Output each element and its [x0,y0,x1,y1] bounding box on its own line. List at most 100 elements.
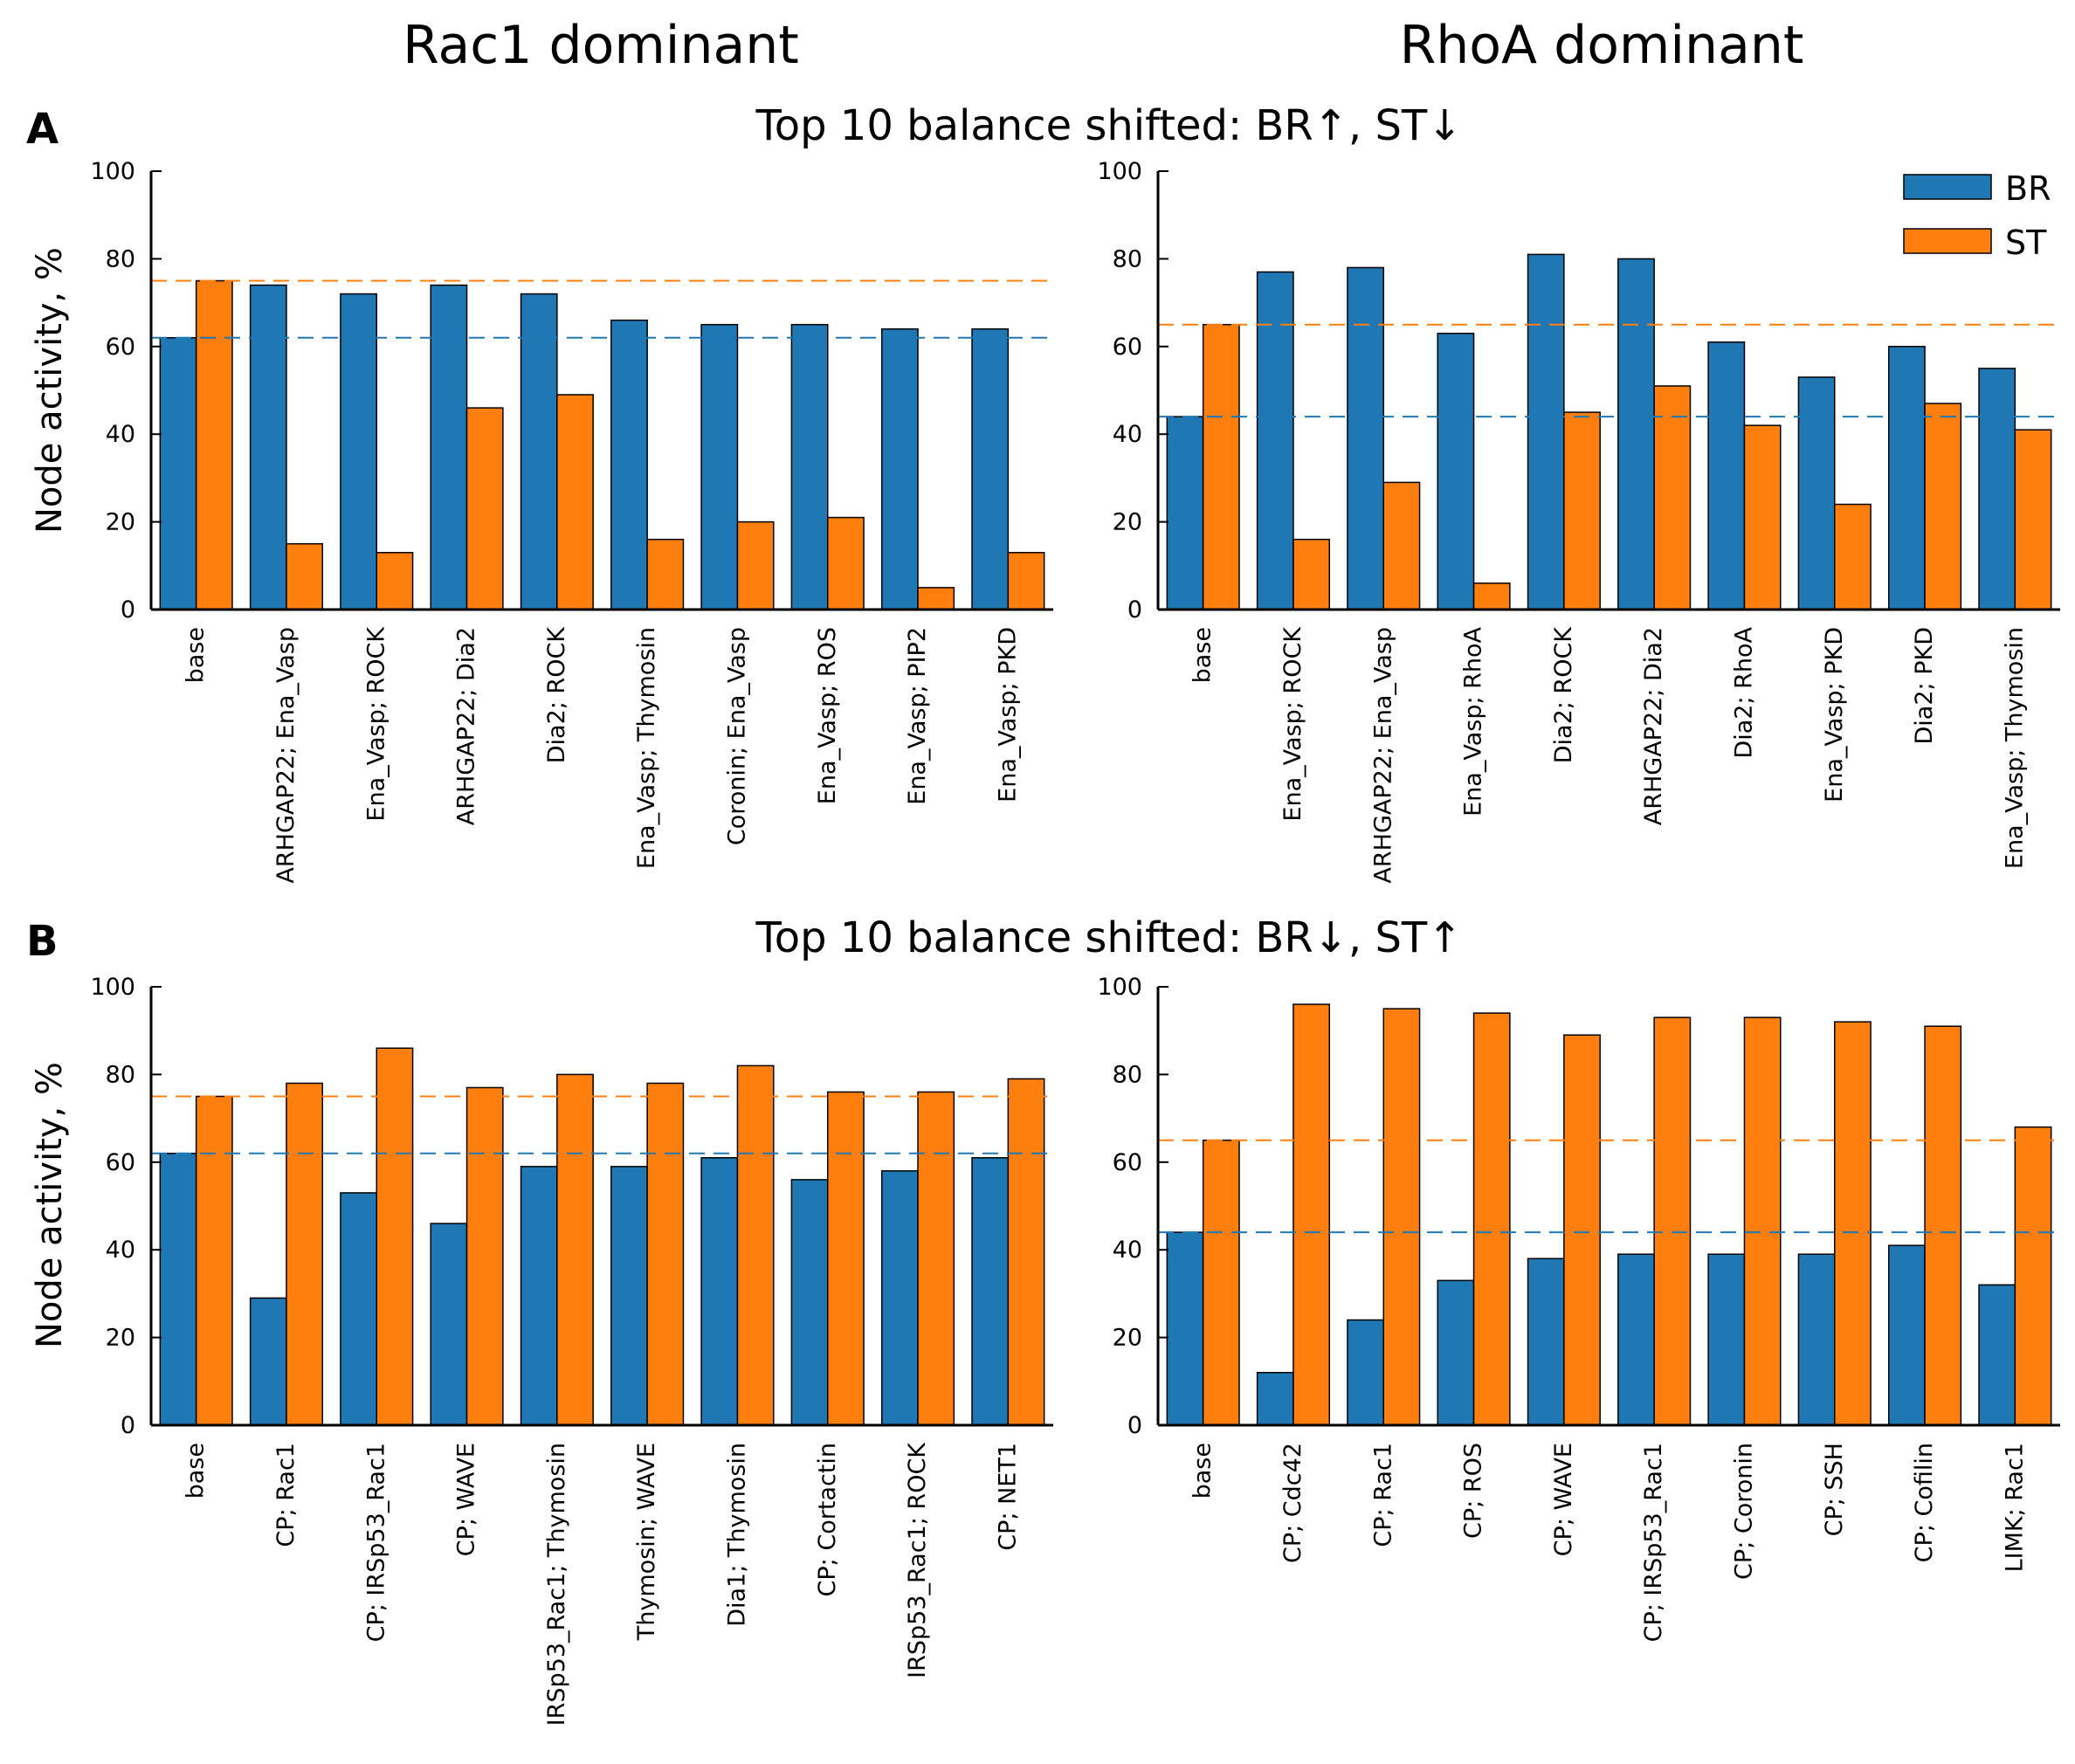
ytick-label-a-rhoa-80: 80 [1113,245,1142,272]
bar-a-rac1-br-8 [880,327,919,610]
xtick-label-b-rhoa-7: CP; SSH [1821,1443,1848,1536]
xtick-label-b-rhoa-2: CP; Rac1 [1369,1443,1396,1547]
bar-b-rhoa-br-8 [1887,1244,1926,1426]
ytick-label-a-rhoa-40: 40 [1113,421,1142,448]
bar-b-rhoa-br-7 [1797,1253,1836,1426]
bar-b-rhoa-br-0 [1166,1231,1204,1426]
bar-a-rac1-st-1 [286,542,324,610]
xtick-label-a-rhoa-1: Ena_Vasp; ROCK [1279,626,1306,822]
xtick-label-b-rac1-6: Dia1; Thymosin [723,1443,750,1627]
ytick-label-b-rac1-100: 100 [90,974,135,1001]
bar-b-rac1-br-7 [790,1179,829,1426]
xtick-label-b-rhoa-4: CP; WAVE [1550,1443,1577,1556]
xtick-label-a-rac1-8: Ena_Vasp; PIP2 [904,627,931,805]
bar-a-rac1-st-0 [195,279,233,610]
ytick-label-b-rac1-0: 0 [121,1412,135,1439]
xtick-label-b-rhoa-0: base [1189,1443,1217,1499]
ytick-label-a-rac1-100: 100 [90,158,135,185]
legend-label-br: BR [2005,169,2051,208]
xtick-label-b-rac1-8: IRSp53_Rac1; ROCK [904,1442,931,1678]
bar-b-rhoa-st-7 [1834,1021,1872,1426]
y-axis-label-a: Node activity, % [30,247,70,534]
bar-a-rhoa-st-0 [1202,323,1240,610]
bar-b-rac1-br-3 [430,1223,468,1426]
xtick-label-b-rac1-2: CP; IRSp53_Rac1 [362,1443,389,1642]
bar-a-rac1-st-8 [917,587,955,610]
ytick-label-b-rhoa-0: 0 [1127,1412,1142,1439]
ytick-label-b-rhoa-100: 100 [1097,974,1142,1001]
bar-a-rac1-br-2 [340,293,377,610]
xtick-label-a-rhoa-7: Ena_Vasp; PKD [1821,627,1848,803]
bar-b-rac1-br-5 [610,1166,648,1426]
panel-label-b: B [26,917,59,966]
bar-b-rhoa-st-1 [1293,1003,1331,1426]
bar-a-rac1-br-3 [430,284,468,610]
xtick-label-b-rac1-0: base [183,1443,210,1499]
bar-a-rhoa-br-0 [1166,416,1204,610]
bar-a-rhoa-st-3 [1472,582,1511,610]
bar-a-rac1-br-0 [159,337,197,610]
ytick-label-a-rac1-80: 80 [106,245,135,272]
bar-a-rhoa-st-4 [1563,411,1601,610]
bar-b-rhoa-br-4 [1527,1258,1565,1426]
xtick-label-a-rac1-1: ARHGAP22; Ena_Vasp [272,627,300,884]
row-title-b: Top 10 balance shifted: BR↓, ST↑ [755,913,1463,962]
bar-b-rhoa-br-9 [1978,1284,2016,1426]
bar-b-rac1-st-8 [917,1091,955,1426]
bar-a-rhoa-br-5 [1617,258,1655,610]
bar-b-rac1-st-3 [465,1086,504,1426]
ytick-label-b-rac1-60: 60 [106,1149,135,1176]
bar-a-rhoa-br-7 [1797,376,1836,610]
ytick-label-b-rhoa-80: 80 [1113,1061,1142,1088]
bar-b-rac1-st-6 [736,1065,775,1426]
bar-b-rac1-st-4 [556,1073,594,1426]
xtick-label-b-rac1-3: CP; WAVE [453,1443,480,1556]
bar-a-rac1-br-1 [249,284,287,610]
bar-a-rac1-br-6 [700,323,739,610]
ytick-label-a-rhoa-0: 0 [1127,596,1142,624]
xtick-label-a-rac1-2: Ena_Vasp; ROCK [362,626,389,822]
bar-a-rhoa-st-6 [1743,424,1782,610]
xtick-label-a-rhoa-0: base [1189,627,1217,683]
xtick-label-a-rhoa-8: Dia2; PKD [1911,627,1938,744]
xtick-label-a-rhoa-5: ARHGAP22; Dia2 [1640,627,1667,825]
xtick-label-b-rac1-5: Thymosin; WAVE [633,1443,660,1641]
bar-b-rac1-st-2 [376,1047,414,1426]
bar-a-rac1-br-5 [610,319,648,610]
xtick-label-b-rac1-7: CP; Cortactin [814,1443,841,1596]
column-title-rac1: Rac1 dominant [403,15,799,76]
xtick-label-a-rac1-4: Dia2; ROCK [543,626,570,764]
row-title-a: Top 10 balance shifted: BR↑, ST↓ [755,101,1463,150]
bar-a-rhoa-st-2 [1382,481,1421,610]
bar-b-rac1-br-4 [520,1166,558,1426]
ytick-label-b-rhoa-60: 60 [1113,1149,1142,1176]
legend-swatch-st [1903,228,1992,254]
xtick-label-a-rac1-3: ARHGAP22; Dia2 [453,627,480,825]
xtick-label-a-rhoa-4: Dia2; ROCK [1550,626,1577,764]
bar-a-rhoa-br-2 [1347,266,1385,610]
xtick-label-a-rac1-0: base [183,627,210,683]
xtick-label-b-rac1-1: CP; Rac1 [272,1443,300,1547]
xtick-label-b-rhoa-3: CP; ROS [1460,1443,1487,1539]
chart-panel-a-rhoa: 0 20 40 60 80 100 base Ena_Vasp; ROCK ARHGAP22; … [1097,158,2060,884]
bar-a-rac1-st-6 [736,520,775,610]
ytick-label-a-rac1-0: 0 [121,596,135,624]
bar-b-rac1-st-0 [195,1095,233,1426]
xtick-label-b-rac1-9: CP; NET1 [994,1443,1021,1551]
bar-b-rhoa-br-2 [1347,1319,1385,1426]
xtick-label-a-rac1-7: Ena_Vasp; ROS [814,627,841,804]
bar-b-rhoa-br-3 [1437,1279,1475,1426]
xtick-label-b-rhoa-5: CP; IRSp53_Rac1 [1640,1443,1667,1642]
xtick-label-a-rhoa-2: ARHGAP22; Ena_Vasp [1369,627,1396,884]
bar-b-rhoa-br-5 [1617,1253,1655,1426]
bar-b-rhoa-st-3 [1472,1012,1511,1426]
xtick-label-b-rhoa-1: CP; Cdc42 [1279,1443,1306,1563]
bar-b-rhoa-br-1 [1256,1372,1294,1426]
ytick-label-a-rhoa-60: 60 [1113,334,1142,361]
bar-a-rhoa-br-3 [1437,332,1475,610]
bar-b-rac1-st-1 [286,1082,324,1426]
bar-b-rhoa-st-0 [1202,1139,1240,1426]
bar-a-rhoa-br-8 [1887,346,1926,610]
xtick-label-a-rac1-9: Ena_Vasp; PKD [994,627,1021,803]
bar-a-rhoa-st-5 [1653,385,1692,610]
